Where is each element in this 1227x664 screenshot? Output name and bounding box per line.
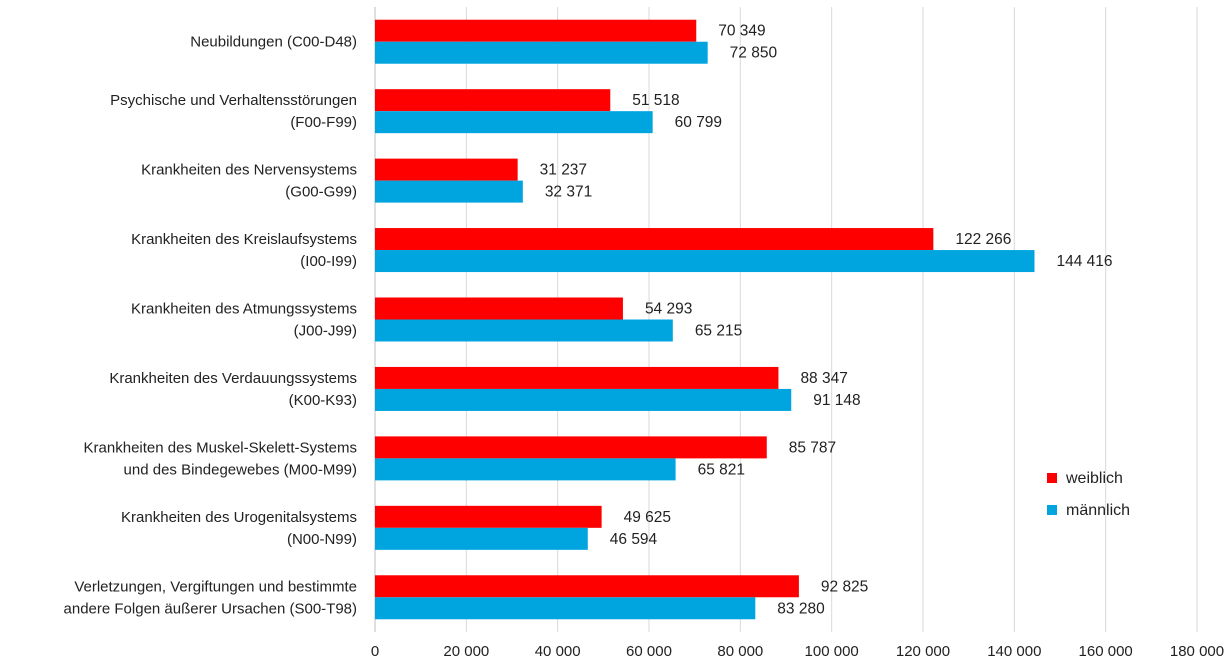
data-label: 54 293 bbox=[645, 301, 692, 318]
category-label: Krankheiten des Muskel-Skelett-Systems bbox=[84, 439, 357, 456]
data-label: 60 799 bbox=[675, 114, 722, 131]
data-label: 88 347 bbox=[800, 370, 847, 387]
x-tick-label: 160 000 bbox=[1079, 643, 1133, 660]
category-label: Krankheiten des Nervensystems bbox=[141, 162, 357, 179]
category-label: (J00-J99) bbox=[294, 323, 357, 340]
bar-weiblich bbox=[375, 19, 697, 42]
legend-label: männlich bbox=[1066, 502, 1130, 519]
legend-swatch bbox=[1047, 505, 1057, 515]
bar-maennlich bbox=[375, 250, 1035, 273]
data-label: 49 625 bbox=[624, 509, 671, 526]
data-label: 72 850 bbox=[730, 45, 778, 62]
x-tick-label: 20 000 bbox=[443, 643, 489, 660]
x-tick-label: 0 bbox=[371, 643, 379, 660]
x-tick-label: 40 000 bbox=[535, 643, 581, 660]
data-label: 32 371 bbox=[545, 184, 592, 201]
x-tick-label: 140 000 bbox=[987, 643, 1041, 660]
data-label: 51 518 bbox=[632, 92, 679, 109]
x-tick-label: 80 000 bbox=[717, 643, 763, 660]
category-label: (I00-I99) bbox=[300, 253, 357, 270]
category-label: (G00-G99) bbox=[285, 184, 357, 201]
bar-maennlich bbox=[375, 597, 756, 620]
data-label: 144 416 bbox=[1056, 253, 1112, 270]
category-label: Verletzungen, Vergiftungen und bestimmte bbox=[74, 578, 357, 595]
category-label: Krankheiten des Atmungssystems bbox=[131, 301, 357, 318]
bar-weiblich bbox=[375, 89, 611, 112]
data-label: 83 280 bbox=[777, 600, 825, 617]
data-label: 31 237 bbox=[540, 162, 587, 179]
x-tick-label: 100 000 bbox=[805, 643, 859, 660]
category-label: (F00-F99) bbox=[290, 114, 357, 131]
data-label: 65 215 bbox=[695, 323, 742, 340]
bar-maennlich bbox=[375, 319, 673, 342]
x-tick-label: 120 000 bbox=[896, 643, 950, 660]
bar-maennlich bbox=[375, 111, 653, 134]
category-label: Krankheiten des Verdauungssystems bbox=[109, 370, 357, 387]
x-tick-label: 60 000 bbox=[626, 643, 672, 660]
bar-maennlich bbox=[375, 388, 792, 411]
data-label: 65 821 bbox=[698, 461, 745, 478]
category-label: Neubildungen (C00-D48) bbox=[190, 34, 357, 51]
x-tick-label: 180 000 bbox=[1170, 643, 1224, 660]
legend-swatch bbox=[1047, 473, 1057, 483]
data-label: 70 349 bbox=[718, 23, 765, 40]
bar-weiblich bbox=[375, 297, 623, 320]
data-label: 92 825 bbox=[821, 578, 868, 595]
bar-weiblich bbox=[375, 575, 799, 598]
category-label: Krankheiten des Kreislaufsystems bbox=[131, 231, 357, 248]
bar-weiblich bbox=[375, 158, 518, 181]
bar-maennlich bbox=[375, 180, 523, 203]
bar-weiblich bbox=[375, 505, 602, 528]
category-label: Krankheiten des Urogenitalsystems bbox=[121, 509, 357, 526]
data-label: 46 594 bbox=[610, 531, 658, 548]
bar-maennlich bbox=[375, 41, 708, 64]
category-label: andere Folgen äußerer Ursachen (S00-T98) bbox=[64, 600, 357, 617]
category-label: (K00-K93) bbox=[289, 392, 357, 409]
bar-weiblich bbox=[375, 228, 934, 251]
category-label: Psychische und Verhaltensstörungen bbox=[110, 92, 357, 109]
data-label: 85 787 bbox=[789, 439, 836, 456]
category-label: (N00-N99) bbox=[287, 531, 357, 548]
category-label: und des Bindegewebes (M00-M99) bbox=[124, 461, 357, 478]
bar-weiblich bbox=[375, 436, 767, 459]
bar-maennlich bbox=[375, 527, 588, 550]
data-label: 91 148 bbox=[813, 392, 860, 409]
data-label: 122 266 bbox=[955, 231, 1011, 248]
bar-weiblich bbox=[375, 366, 779, 389]
legend-label: weiblich bbox=[1065, 470, 1123, 487]
bar-maennlich bbox=[375, 458, 676, 481]
